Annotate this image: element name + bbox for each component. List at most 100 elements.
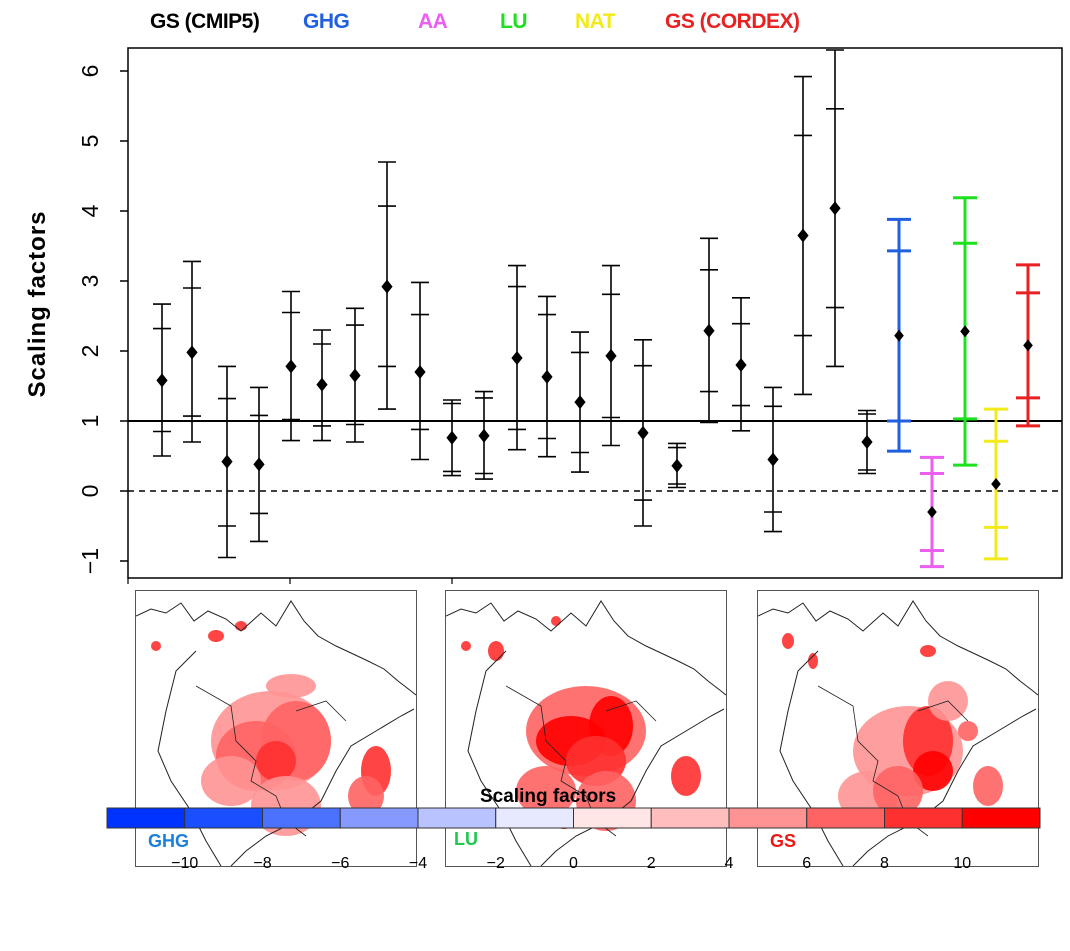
colorbar-tick-label: −10 [171,855,198,872]
continent-outline [157,650,415,866]
best-estimate-marker [605,348,617,363]
colorbar-segment [884,807,963,829]
coastline [758,600,1038,696]
y-tick-label: −1 [77,548,103,574]
colorbar-tick-label: −8 [253,855,271,872]
best-estimate-marker [671,458,683,473]
legend-item-lu: LU [500,10,528,33]
colorbar-segment [262,807,341,829]
field-cell [208,630,224,642]
error-bar-gs-cmip5- [858,409,876,475]
field-cell [973,766,1003,806]
best-estimate-marker [927,506,937,518]
error-bar-gs-cmip5- [571,331,589,473]
error-bar-gs-cmip5- [794,75,812,396]
error-bar-gs-cordex- [1016,263,1040,428]
best-estimate-marker [414,365,426,379]
error-bar-gs-cmip5- [826,49,844,368]
y-tick-label: 4 [77,204,103,217]
best-estimate-marker [797,228,809,243]
best-estimate-marker [221,454,233,469]
field-cell [913,751,953,791]
colorbar-tick-label: 8 [880,855,889,872]
best-estimate-marker [186,345,198,360]
field-cell [256,741,296,781]
field-cell [551,616,561,626]
y-tick-label: 5 [77,135,103,148]
error-bar-gs-cmip5- [250,386,268,543]
legend-item-gs-cordex: GS (CORDEX) [665,10,800,33]
error-bar-gs-cmip5- [602,264,620,447]
colorbar-tick-label: 4 [725,855,734,872]
y-tick-label: 3 [77,275,103,288]
best-estimate-marker [767,452,779,467]
error-bar-gs-cmip5- [475,390,493,480]
error-bar-gs-cmip5- [282,290,300,442]
error-bar-gs-cmip5- [411,281,429,461]
field-cell [671,756,701,796]
continent-outline [467,650,725,866]
best-estimate-marker [316,377,328,392]
y-tick-label: 0 [77,485,103,498]
colorbar-segment [728,807,808,829]
error-bar-gs-cmip5- [218,365,236,559]
colorbar-segment [806,807,885,829]
colorbar-segment [961,807,1041,829]
map-label-lu: LU [454,829,478,849]
error-bars [153,49,1040,569]
field-cell [348,776,384,816]
colorbar-segment [417,807,497,829]
field-cell [782,633,794,649]
best-estimate-marker [960,325,970,338]
best-estimate-marker [349,368,361,383]
colorbar-tick-label: 6 [802,855,811,872]
coastline [446,600,726,696]
colorbar-segment [184,807,263,829]
error-bar-gs-cmip5- [153,303,171,457]
y-tick-label: 6 [77,65,103,78]
best-estimate-marker [156,373,168,388]
error-bar-gs-cmip5- [313,329,331,442]
error-bar-gs-cmip5- [538,295,556,458]
ghg-map [136,600,416,866]
best-estimate-marker [285,359,297,374]
colorbar-segment [495,807,574,829]
map-label-gs: GS [770,831,797,851]
error-bar-gs-cmip5- [378,161,396,410]
legend-item-nat: NAT [575,10,616,33]
error-bar-gs-cmip5- [732,296,750,432]
field-cell [151,641,161,651]
colorbar-segment [650,807,730,829]
colorbar-tick-label: −4 [409,855,427,872]
best-estimate-marker [478,428,490,443]
map-field [461,616,701,831]
error-bar-gs-cmip5- [668,442,686,489]
field-cell [958,721,978,741]
best-estimate-marker [574,395,586,410]
colorbar-tick-label: 0 [569,855,578,872]
field-cell [488,641,504,661]
error-bar-lu [953,196,977,467]
colorbar-segment [573,807,652,829]
best-estimate-marker [991,478,1001,490]
field-cell [873,766,923,816]
y-axis: −1 0 1 2 3 4 5 6 [77,65,453,584]
field-cell [516,766,576,816]
best-estimate-marker [381,279,393,294]
error-bar-gs-cmip5- [183,260,201,443]
best-estimate-marker [861,435,873,449]
field-cell [461,641,471,651]
best-estimate-marker [637,425,649,440]
error-bar-gs-cmip5- [764,386,782,533]
field-cell [266,674,316,698]
best-estimate-marker [541,369,553,384]
legend-item-ghg: GHG [303,10,350,33]
best-estimate-marker [703,323,715,338]
field-cell [201,756,261,806]
field-cell [808,653,818,669]
field-cell [235,621,247,631]
legend-item-gs-cmip5: GS (CMIP5) [150,10,260,33]
map-field [782,633,1003,824]
y-tick-label: 2 [77,345,103,358]
